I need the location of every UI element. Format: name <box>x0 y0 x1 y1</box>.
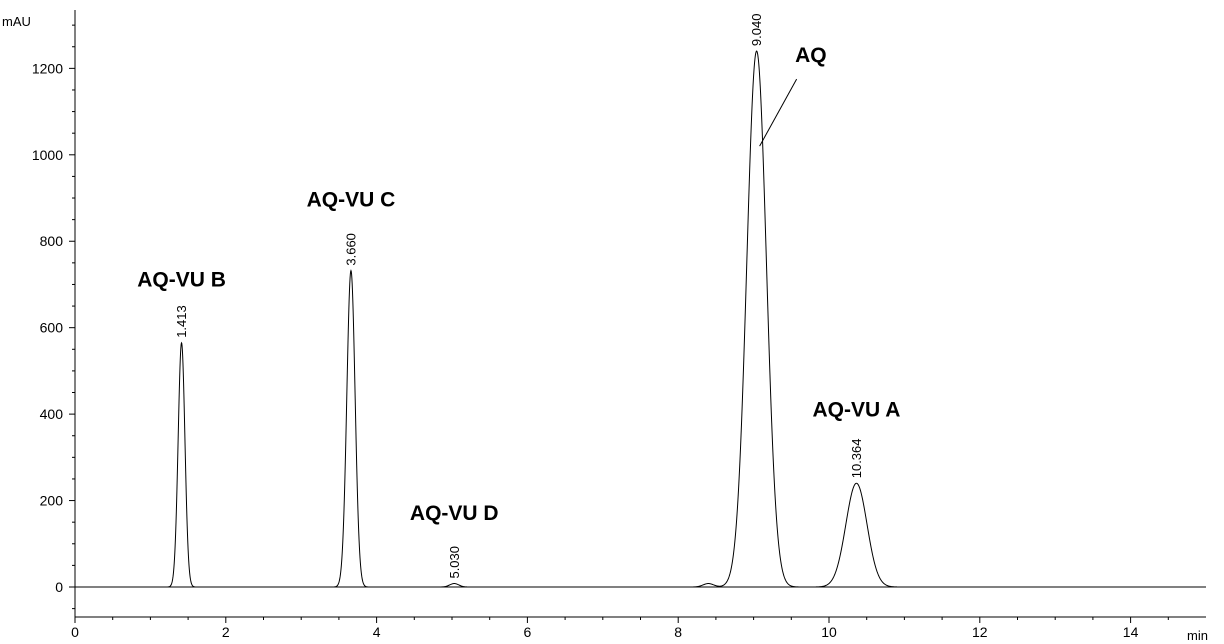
retention-time-label-2: 5.030 <box>447 546 462 579</box>
x-tick-label: 6 <box>524 624 532 640</box>
x-tick-label: 12 <box>972 624 988 640</box>
peak-name-label-3: AQ <box>795 44 827 67</box>
x-axis-unit-label: min <box>1187 628 1208 643</box>
y-tick-label: 1200 <box>32 60 63 76</box>
y-tick-label: 400 <box>40 406 64 422</box>
retention-time-label-0: 1.413 <box>174 305 189 338</box>
x-tick-label: 4 <box>373 624 381 640</box>
y-ticks: 0 200 400 600 800 1000 1200 <box>32 24 75 610</box>
peak-name-label-2: AQ-VU D <box>410 502 499 525</box>
y-axis-unit-label: mAU <box>2 14 31 29</box>
peak-name-label-4: AQ-VU A <box>813 398 901 421</box>
y-tick-label: 0 <box>55 579 63 595</box>
chromatogram-trace <box>75 50 1206 588</box>
peak-name-label-0: AQ-VU B <box>137 269 226 292</box>
y-tick-label: 600 <box>40 320 64 336</box>
x-tick-label: 2 <box>222 624 230 640</box>
x-ticks: 0 2 4 6 8 10 12 14 <box>71 617 1169 640</box>
x-tick-label: 0 <box>71 624 79 640</box>
retention-time-label-1: 3.660 <box>343 233 358 266</box>
y-tick-label: 800 <box>40 233 64 249</box>
x-tick-label: 8 <box>674 624 682 640</box>
retention-time-label-4: 10.364 <box>849 439 864 479</box>
retention-time-label-3: 9.040 <box>749 14 764 47</box>
x-tick-label: 14 <box>1123 624 1139 640</box>
y-tick-label: 200 <box>40 493 64 509</box>
x-tick-label: 10 <box>821 624 837 640</box>
aq-leader-line <box>759 78 798 147</box>
peak-name-label-1: AQ-VU C <box>307 189 396 212</box>
y-tick-label: 1000 <box>32 147 63 163</box>
peak-annotations: 1.413 AQ-VU B 3.660 AQ-VU C 5.030 AQ-VU D 9.04… <box>137 14 900 579</box>
